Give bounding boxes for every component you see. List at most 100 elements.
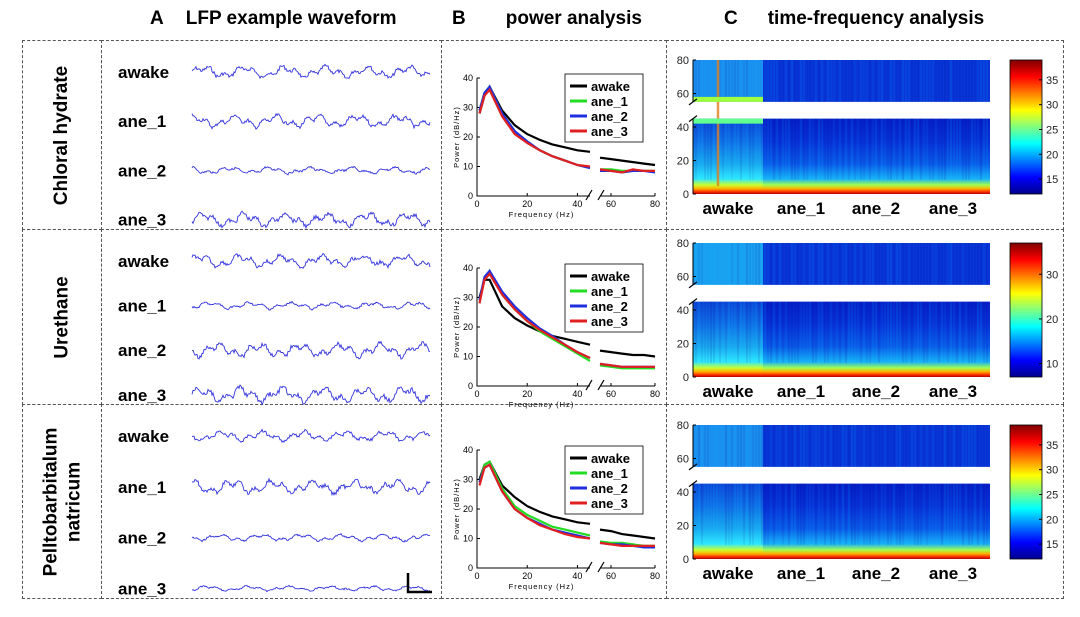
- colorbar: [1009, 59, 1043, 195]
- spectrogram-high-anes: [763, 60, 990, 102]
- spectrogram-ytick-label: 20: [677, 156, 689, 168]
- power-xtick-label: 0: [474, 199, 479, 209]
- power-xtick-label: 80: [650, 389, 660, 399]
- waveform-trace-ane_2: [191, 532, 431, 543]
- waveform-label-awake: awake: [118, 427, 169, 446]
- waveform-label-ane_1: ane_1: [118, 297, 166, 316]
- waveform-label-ane_1: ane_1: [118, 112, 166, 131]
- power-ylabel: Power (dB/Hz): [452, 478, 461, 540]
- power-legend-label-awake: awake: [591, 451, 630, 466]
- power-legend-label-awake: awake: [591, 269, 630, 284]
- power-xtick-label: 40: [572, 199, 582, 209]
- power-panel-group: 0 10 20 30 40 0 20 40 60 80 Frequency (Hz) Power (d…: [452, 73, 660, 591]
- power-series-ane_3: [478, 463, 591, 540]
- power-xlabel: Frequency (Hz): [509, 210, 575, 219]
- power-xtick-label: 0: [474, 389, 479, 399]
- power-xlabel: Frequency (Hz): [509, 582, 575, 591]
- waveform-label-ane_2: ane_2: [118, 161, 166, 180]
- spectrogram-high-anes: [763, 425, 990, 467]
- power-series-awake-hi: [599, 349, 656, 358]
- waveform-trace-awake: [191, 63, 431, 80]
- spectrogram-ytick-label: 60: [677, 454, 689, 466]
- power-ytick-label: 10: [463, 162, 473, 172]
- spectrogram-xlabel-awake: awake: [702, 199, 753, 218]
- power-series-ane_3: [478, 87, 591, 168]
- header-b-letter: B: [452, 8, 466, 29]
- spectrogram-xlabel-awake: awake: [702, 382, 753, 401]
- colorbar-tick-label: 35: [1046, 75, 1058, 87]
- power-xtick-label: 60: [606, 571, 616, 581]
- spectrogram-ytick-label: 40: [677, 122, 689, 134]
- waveform-label-awake: awake: [118, 252, 169, 271]
- waveform-trace-ane_2: [191, 165, 431, 176]
- power-xtick-label: 60: [606, 389, 616, 399]
- power-xtick-label: 80: [650, 571, 660, 581]
- power-legend-label-ane_2: ane_2: [591, 299, 628, 314]
- spectrogram-axis-break: [688, 98, 698, 123]
- spectrogram-low-anes: [763, 301, 990, 377]
- power-series-awake-hi: [599, 156, 656, 167]
- power-legend-label-ane_3: ane_3: [591, 314, 628, 329]
- spectrogram-high-awake: [693, 425, 763, 467]
- spectrogram-ytick-label: 20: [677, 339, 689, 351]
- spectrogram-low-awake: [693, 118, 763, 194]
- spectrogram-xlabel-ane_3: ane_3: [929, 199, 977, 218]
- colorbar-tick-label: 10: [1046, 359, 1058, 371]
- power-ytick-label: 30: [463, 293, 473, 303]
- power-xtick-label: 20: [522, 571, 532, 581]
- power-xtick-label: 60: [606, 199, 616, 209]
- power-ytick-label: 40: [463, 445, 473, 455]
- spectrogram-xlabel-ane_2: ane_2: [852, 199, 900, 218]
- power-series-ane_1-hi: [599, 364, 655, 370]
- waveform-trace-ane_2: [191, 340, 430, 360]
- power-chart-row-1: 0 10 20 30 40 0 20 40 60 80 Frequency (Hz) Power (d…: [452, 73, 660, 219]
- waveform-trace-ane_3: [191, 384, 431, 406]
- power-ytick-label: 40: [463, 263, 473, 273]
- colorbar-tick-label: 30: [1046, 269, 1058, 281]
- spectrogram-xlabel-ane_3: ane_3: [929, 564, 977, 583]
- waveform-label-ane_1: ane_1: [118, 478, 166, 497]
- power-ytick-label: 40: [463, 73, 473, 83]
- waveform-trace-ane_1: [191, 112, 431, 130]
- power-legend-label-ane_2: ane_2: [591, 109, 628, 124]
- colorbar-tick-label: 15: [1046, 539, 1058, 551]
- power-xtick-label: 0: [474, 571, 479, 581]
- header-a-title: LFP example waveform: [185, 8, 397, 29]
- power-series-ane_3-hi: [599, 541, 655, 547]
- spectrogram-row-2: 0 20 40 60 80 awake ane_1 ane_2 ane_3 10 20 30: [677, 238, 1059, 401]
- spectrogram-xlabel-ane_1: ane_1: [777, 199, 825, 218]
- power-series-ane_1: [478, 460, 591, 537]
- power-ylabel: Power (dB/Hz): [452, 296, 461, 358]
- spectrogram-row-3: 0 20 40 60 80 awake ane_1 ane_2 ane_3 15 20 25 30 35: [677, 420, 1059, 583]
- power-legend-label-awake: awake: [591, 79, 630, 94]
- row3-tf-cell: [666, 404, 1064, 599]
- power-axis-break: [585, 561, 605, 573]
- power-axis-break: [585, 379, 605, 391]
- spectrogram-row-1: 0 20 40 60 80 awake ane_1 ane_2 ane_3 15 20 25 30 35: [677, 55, 1059, 218]
- waveform-trace-ane_3: [191, 584, 431, 593]
- power-legend-label-ane_2: ane_2: [591, 481, 628, 496]
- power-xtick-label: 80: [650, 199, 660, 209]
- power-series-ane_3-hi: [599, 362, 655, 368]
- colorbar-tick-label: 30: [1046, 465, 1058, 477]
- colorbar-tick-label: 20: [1046, 314, 1058, 326]
- colorbar-tick-label: 15: [1046, 174, 1058, 186]
- waveform-label-ane_2: ane_2: [118, 341, 166, 360]
- header-a-letter: A: [150, 8, 164, 29]
- colorbar: [1009, 242, 1043, 378]
- power-ytick-label: 30: [463, 475, 473, 485]
- power-xtick-label: 40: [572, 389, 582, 399]
- power-legend-label-ane_3: ane_3: [591, 496, 628, 511]
- spectrogram-high-awake: [693, 243, 763, 285]
- spectrogram-xlabel-ane_1: ane_1: [777, 382, 825, 401]
- power-series-awake-hi: [599, 528, 656, 540]
- power-xtick-label: 20: [522, 199, 532, 209]
- spectrogram-ytick-label: 0: [683, 372, 689, 384]
- spectrogram-xlabel-ane_2: ane_2: [852, 382, 900, 401]
- power-ytick-label: 0: [468, 381, 473, 391]
- power-ytick-label: 0: [468, 563, 473, 573]
- scale-bar: [406, 573, 432, 594]
- spectrogram-xlabel-ane_1: ane_1: [777, 564, 825, 583]
